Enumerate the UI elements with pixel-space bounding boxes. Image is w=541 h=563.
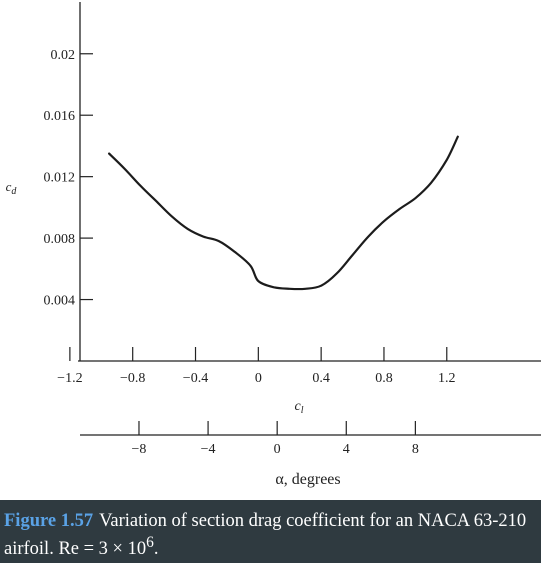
x-tick-label: 1.2: [438, 371, 456, 386]
y-tick-label: 0.02: [51, 48, 76, 63]
x-tick-label: −0.4: [183, 371, 208, 386]
figure-caption: Figure 1.57 Variation of section drag coe…: [0, 500, 541, 563]
x-tick-label: 0.8: [375, 371, 393, 386]
x-tick-label: −1.2: [57, 371, 82, 386]
caption-trailing: .: [153, 539, 159, 560]
alpha-tick-label: 0: [274, 442, 281, 457]
alpha-tick-label: −8: [132, 442, 147, 457]
y-tick-label: 0.008: [44, 232, 76, 247]
y-tick-label: 0.004: [44, 294, 76, 309]
alpha-tick-label: 4: [343, 442, 350, 457]
figure-label: Figure 1.57: [4, 511, 94, 531]
axes: 0.004 0.008 0.012 0.016 0.02 cd −1.2 −0.8 −0.4 0 0…: [6, 2, 541, 488]
x-tick-label: −0.8: [120, 371, 145, 386]
alpha-tick-label: −4: [201, 442, 216, 457]
data-marks: [108, 135, 459, 291]
caption-superscript: 6: [146, 534, 154, 551]
y-tick-label: 0.012: [44, 171, 76, 186]
x-tick-label: 0.4: [312, 371, 330, 386]
x-axis-label: cl: [295, 399, 304, 416]
y-tick-label: 0.016: [44, 109, 76, 124]
alpha-tick-label: 8: [412, 442, 419, 457]
alpha-axis-label: α, degrees: [275, 471, 340, 488]
drag-polar-chart: 0.004 0.008 0.012 0.016 0.02 cd −1.2 −0.8 −0.4 0 0…: [6, 2, 541, 488]
drag-curve: [108, 135, 459, 291]
x-tick-label: 0: [255, 371, 262, 386]
caption-text: Variation of section drag coefficient fo…: [4, 511, 527, 560]
y-axis-label: cd: [6, 179, 18, 197]
